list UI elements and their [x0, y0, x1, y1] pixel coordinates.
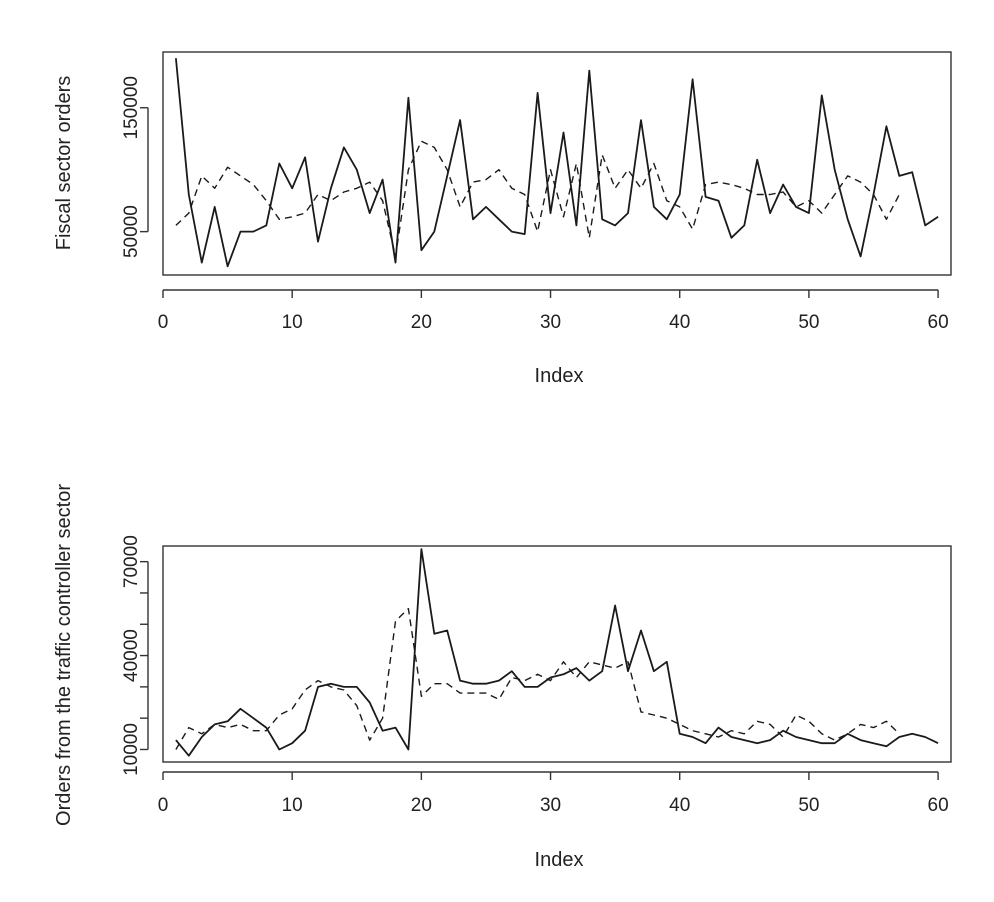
traffic-orders-x-tick-label: 50: [798, 795, 819, 816]
traffic-orders-x-tick-label: 40: [669, 795, 690, 816]
fiscal-orders-y-tick-label: 150000: [121, 76, 142, 139]
traffic-orders-x-tick-label: 30: [540, 795, 561, 816]
traffic-orders-x-tick-label: 0: [158, 795, 169, 816]
traffic-orders-x-axis-label: Index: [535, 849, 584, 871]
traffic-orders-y-tick-label: 40000: [121, 629, 142, 682]
fiscal-orders-y-tick-label: 50000: [121, 205, 142, 258]
fiscal-orders-x-tick-label: 40: [669, 312, 690, 333]
traffic-orders-y-tick-label: 10000: [121, 723, 142, 776]
traffic-orders-x-tick-label: 20: [411, 795, 432, 816]
fiscal-orders-x-tick-label: 0: [158, 312, 169, 333]
fiscal-orders-x-tick-label: 50: [798, 312, 819, 333]
traffic-orders-plot: Orders from the traffic controller secto…: [53, 484, 952, 871]
fiscal-orders-series-solid: [175, 58, 939, 268]
fiscal-orders-x-axis-label: Index: [535, 365, 584, 387]
fiscal-orders-x-tick-label: 20: [411, 312, 432, 333]
traffic-orders-y-axis-label: Orders from the traffic controller secto…: [53, 484, 75, 826]
traffic-orders-y-tick-label: 70000: [121, 535, 142, 588]
traffic-orders-series-dashed: [175, 607, 900, 750]
fiscal-orders-x-tick-label: 30: [540, 312, 561, 333]
traffic-orders-series-solid: [175, 548, 939, 757]
fiscal-orders-plot-frame: [162, 51, 952, 276]
fiscal-orders-plot: Fiscal sector orders Index 0 10 20 30 40 50 60…: [53, 51, 952, 387]
fiscal-orders-y-axis-label: Fiscal sector orders: [53, 76, 75, 251]
traffic-orders-plot-frame: [162, 545, 952, 763]
fiscal-orders-x-tick-label: 10: [282, 312, 303, 333]
fiscal-orders-x-tick-label: 60: [928, 312, 949, 333]
traffic-orders-x-tick-label: 60: [928, 795, 949, 816]
traffic-orders-x-tick-label: 10: [282, 795, 303, 816]
